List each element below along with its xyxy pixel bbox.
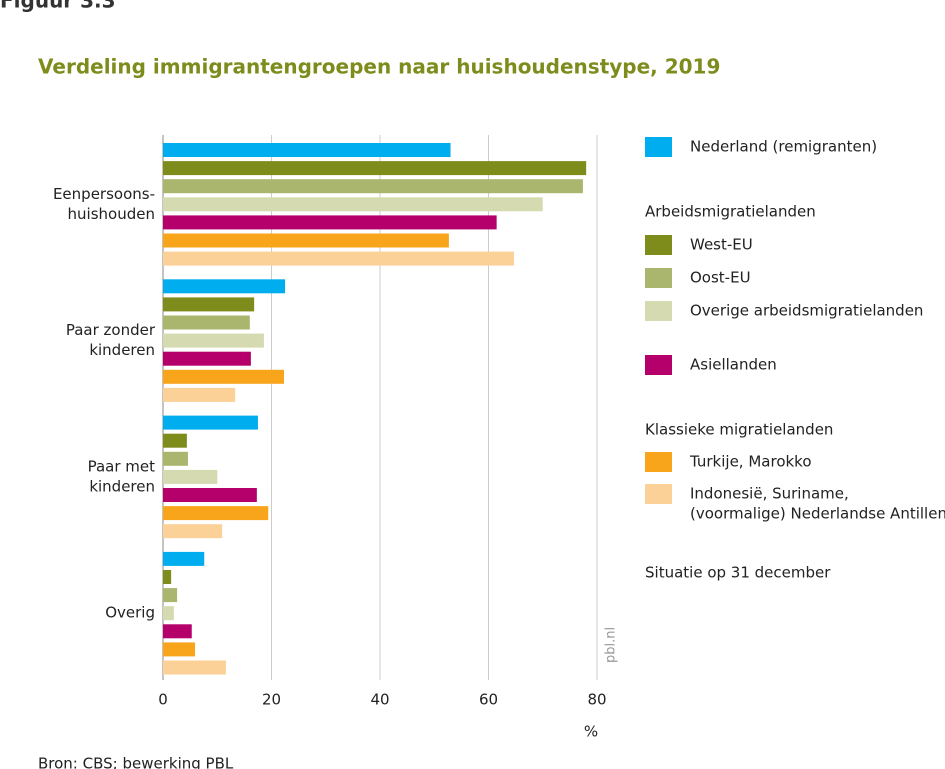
bar	[163, 660, 226, 675]
legend-heading: Klassieke migratielanden	[645, 421, 833, 439]
bar	[163, 506, 269, 521]
bar	[163, 351, 251, 366]
y-tick-label: Overig	[105, 604, 155, 622]
legend-swatch	[645, 235, 672, 255]
bar	[163, 488, 257, 502]
bar	[163, 333, 264, 348]
legend-label: West-EU	[690, 236, 753, 254]
legend-label: Asiellanden	[690, 356, 777, 374]
bar	[163, 315, 250, 330]
y-tick-label: Paar met	[88, 457, 156, 475]
bar	[163, 251, 514, 266]
legend-label: Nederland (remigranten)	[690, 138, 877, 156]
bar	[163, 279, 286, 294]
note: Situatie op 31 december	[645, 564, 831, 582]
y-tick-label: Paar zonder	[66, 321, 156, 339]
bar	[163, 451, 188, 466]
bar	[163, 143, 451, 157]
legend-label: (voormalige) Nederlandse Antillen	[690, 505, 945, 523]
legend-swatch	[645, 452, 672, 472]
figure-label: Figuur 3.3	[0, 0, 116, 13]
bar	[163, 642, 196, 657]
watermark: pbl.nl	[604, 627, 619, 663]
legend-swatch	[645, 484, 672, 504]
x-tick-label: 40	[370, 691, 389, 709]
bar	[163, 433, 187, 448]
bar	[163, 469, 218, 484]
bar	[163, 233, 449, 248]
legend-swatch	[645, 137, 672, 157]
legend-heading: Arbeidsmigratielanden	[645, 203, 816, 221]
bar	[163, 606, 174, 621]
bar	[163, 297, 255, 312]
legend-swatch	[645, 355, 672, 375]
y-tick-label: kinderen	[89, 477, 155, 495]
x-tick-label: 80	[587, 691, 606, 709]
y-tick-label: kinderen	[89, 341, 155, 359]
source: Bron: CBS; bewerking PBL	[38, 755, 234, 769]
legend-swatch	[645, 268, 672, 288]
legend-label: Indonesië, Suriname,	[690, 485, 849, 503]
x-tick-label: 20	[262, 691, 281, 709]
bar	[163, 524, 223, 539]
bar	[163, 215, 497, 230]
bar	[163, 179, 583, 194]
bar	[163, 161, 587, 176]
bar	[163, 551, 205, 566]
bar	[163, 369, 284, 384]
x-axis-label: %	[584, 723, 598, 741]
x-tick-label: 0	[158, 691, 168, 709]
legend-swatch	[645, 301, 672, 321]
y-tick-label: Eenpersoons-	[53, 185, 155, 203]
bar	[163, 415, 258, 430]
y-tick-label: huishouden	[68, 205, 155, 223]
legend-label: Turkije, Marokko	[689, 453, 812, 471]
legend-label: Overige arbeidsmigratielanden	[690, 302, 923, 320]
x-tick-label: 60	[479, 691, 498, 709]
legend-label: Oost-EU	[690, 269, 751, 287]
bar	[163, 197, 543, 212]
chart-title: Verdeling immigrantengroepen naar huisho…	[38, 55, 720, 79]
bar	[163, 387, 236, 402]
bar	[163, 624, 192, 639]
bar	[163, 570, 172, 584]
bar	[163, 588, 178, 603]
